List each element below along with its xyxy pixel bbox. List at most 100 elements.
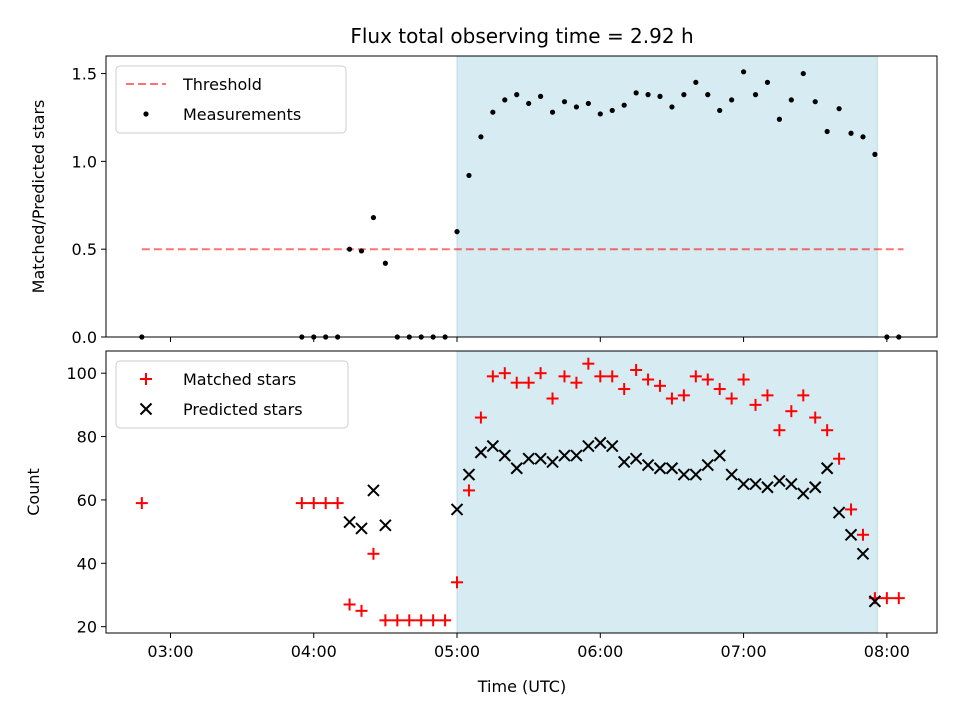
- legend: Matched stars Predicted stars: [115, 360, 349, 429]
- measurement-point: [645, 92, 651, 98]
- matched-point: [594, 370, 607, 383]
- matched-point: [880, 592, 893, 605]
- matched-point: [809, 411, 822, 424]
- matched-point: [725, 392, 738, 405]
- chart-title: Flux total observing time = 2.92 h: [350, 24, 693, 48]
- matched-point: [486, 370, 499, 383]
- matched-point: [821, 424, 834, 437]
- x-tick-label: 08:00: [864, 642, 910, 661]
- predicted-point: [462, 468, 476, 481]
- x-tick-label: 06:00: [577, 642, 623, 661]
- matched-point: [570, 376, 583, 389]
- measurement-point: [454, 229, 460, 235]
- matched-point: [403, 614, 416, 627]
- matched-point: [773, 424, 786, 437]
- matched-point: [582, 357, 595, 370]
- matched-point: [367, 547, 380, 560]
- x-tick-label: 05:00: [434, 642, 480, 661]
- measurement-point: [621, 102, 627, 108]
- legend-box: [115, 360, 349, 429]
- predicted-point: [868, 595, 882, 608]
- matched-point: [427, 614, 440, 627]
- measurement-point: [597, 111, 603, 117]
- ratio-panel: 0.0 0.5 1.0 1.5 Matched/Predicted stars Thres…: [29, 55, 938, 347]
- matched-point: [785, 405, 798, 418]
- legend-symbol: [143, 111, 149, 117]
- measurement-point: [705, 92, 711, 98]
- matched-point: [833, 452, 846, 465]
- measurement-point: [812, 99, 818, 105]
- predicted-point: [832, 506, 846, 519]
- matched-point: [761, 389, 774, 402]
- measurement-point: [764, 79, 771, 85]
- measurement-point: [526, 100, 532, 107]
- predicted-point: [701, 458, 714, 472]
- measurement-point: [633, 90, 639, 96]
- x-tick-label: 04:00: [291, 642, 337, 661]
- legend-label: Threshold: [182, 75, 262, 94]
- measurement-point: [860, 134, 866, 140]
- matched-point: [749, 398, 762, 411]
- predicted-point: [582, 439, 595, 453]
- predicted-point: [749, 477, 762, 491]
- matched-point: [642, 373, 655, 386]
- legend-label: Measurements: [183, 105, 301, 124]
- predicted-point: [785, 477, 798, 491]
- matched-point: [474, 411, 487, 424]
- predicted-point: [856, 547, 870, 560]
- predicted-point: [343, 515, 356, 529]
- measurement-point: [872, 151, 878, 157]
- measurement-point: [788, 97, 794, 103]
- y-tick-label: 0.5: [72, 240, 97, 259]
- matched-point: [462, 484, 475, 497]
- axes-frame: [105, 55, 938, 338]
- matched-point: [665, 392, 678, 405]
- matched-point: [677, 389, 690, 402]
- matched-point: [135, 497, 148, 510]
- predicted-point: [809, 481, 822, 494]
- y-axis-label: Count: [24, 468, 43, 516]
- matched-point: [331, 497, 344, 510]
- matched-point: [439, 614, 452, 627]
- series-measurements: [139, 69, 902, 340]
- predicted-point: [737, 477, 750, 491]
- measurement-point: [800, 70, 806, 77]
- predicted-point: [355, 522, 368, 535]
- matched-point: [845, 503, 858, 516]
- legend-symbol: [139, 402, 153, 416]
- predicted-point: [474, 446, 488, 459]
- measurement-point: [478, 134, 484, 140]
- measurement-point: [549, 109, 556, 115]
- measurement-point: [358, 248, 365, 254]
- predicted-point: [653, 462, 667, 475]
- matched-point: [343, 598, 356, 611]
- predicted-point: [498, 449, 511, 462]
- measurement-point: [382, 260, 388, 266]
- matched-point: [510, 376, 523, 389]
- legend-label: Matched stars: [183, 370, 296, 389]
- y-tick-label: 40: [77, 554, 97, 573]
- matched-point: [522, 376, 535, 389]
- series-predicted-stars: [343, 436, 882, 608]
- series-matched-stars: [135, 357, 905, 627]
- measurement-point: [824, 128, 830, 135]
- matched-point: [797, 389, 810, 402]
- y-tick-label: 100: [66, 364, 97, 383]
- predicted-point: [606, 439, 619, 453]
- predicted-point: [773, 474, 786, 488]
- measurement-point: [669, 104, 675, 110]
- predicted-point: [546, 455, 559, 469]
- observing-window-shade: [456, 350, 878, 634]
- matched-point: [654, 379, 666, 392]
- measurement-point: [657, 93, 663, 99]
- matched-point: [892, 592, 905, 605]
- predicted-point: [450, 503, 464, 516]
- measurement-point: [848, 130, 854, 136]
- y-tick-label: 80: [77, 428, 97, 447]
- measurement-point: [502, 97, 508, 103]
- measurement-point: [776, 116, 782, 122]
- predicted-point: [761, 481, 774, 494]
- matched-point: [307, 497, 320, 510]
- predicted-point: [594, 436, 607, 450]
